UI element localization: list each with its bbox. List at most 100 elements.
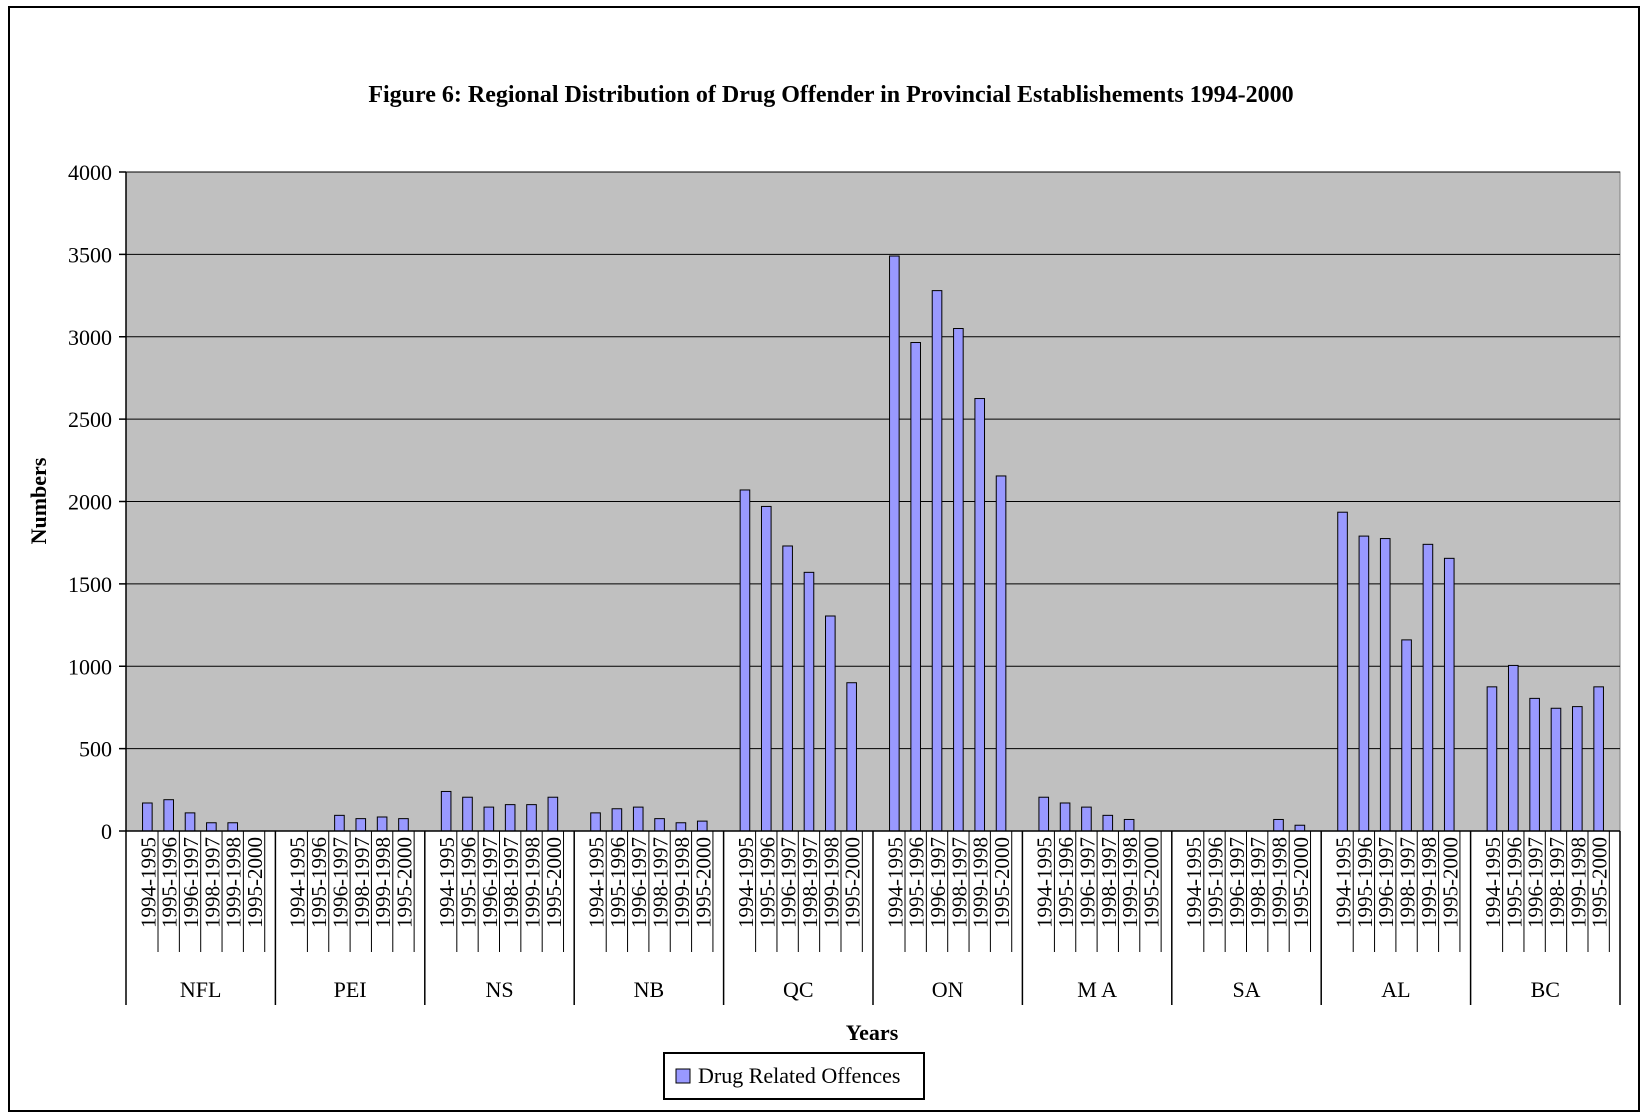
x-tick-label: 1996-1997 — [478, 837, 502, 928]
group-label: SA — [1232, 977, 1260, 1002]
x-tick-label: 1994-1995 — [883, 837, 907, 928]
x-tick-label: 1995-2000 — [1588, 837, 1612, 928]
bar-pei-1999-1998 — [376, 816, 388, 832]
x-tick-label: 1995-2000 — [243, 837, 267, 928]
bar-al-1995-2000 — [1443, 557, 1455, 832]
bar-ns-1998-1997 — [504, 804, 516, 832]
x-tick-label: 1995-1996 — [606, 837, 630, 928]
x-tick-label: 1998-1997 — [947, 837, 971, 928]
x-tick-label: 1996-1997 — [1225, 837, 1249, 928]
x-tick-label: 1998-1997 — [798, 837, 822, 928]
bar-al-1994-1995 — [1337, 511, 1348, 832]
x-tick-label: 1995-1996 — [905, 837, 929, 928]
bar-nb-1995-2000 — [696, 820, 708, 832]
y-tick-label: 2000 — [68, 490, 112, 515]
bar-bc-1994-1995 — [1486, 686, 1498, 832]
bar-qc-1996-1997 — [782, 545, 793, 832]
bar-sa-1999-1998 — [1273, 818, 1284, 832]
bar-ns-1999-1998 — [526, 804, 537, 832]
group-label: NB — [634, 977, 665, 1002]
bar-qc-1999-1998 — [825, 615, 836, 832]
bar-bc-1995-2000 — [1593, 686, 1604, 832]
x-tick-label: 1996-1997 — [627, 837, 651, 928]
x-tick-label: 1999-1998 — [670, 837, 694, 928]
group-label: ON — [932, 977, 964, 1002]
bar-on-1998-1997 — [953, 328, 964, 832]
x-tick-label: 1998-1997 — [1545, 837, 1569, 928]
bar-on-1995-1996 — [910, 342, 921, 832]
bar-qc-1995-1996 — [760, 505, 772, 832]
bar-ma-1998-1997 — [1102, 814, 1114, 832]
bar-nb-1995-1996 — [611, 808, 623, 832]
x-tick-label: 1995-2000 — [1139, 837, 1163, 928]
x-tick-label: 1998-1997 — [1396, 837, 1420, 928]
x-tick-label: 1994-1995 — [286, 837, 310, 928]
group-label: NFL — [180, 977, 222, 1002]
bar-nb-1999-1998 — [675, 822, 687, 832]
bar-nfl-1998-1997 — [206, 822, 217, 832]
bar-bc-1995-1996 — [1507, 664, 1519, 832]
x-tick-label: 1994-1995 — [734, 837, 758, 928]
x-tick-label: 1999-1998 — [222, 837, 246, 928]
bar-ma-1999-1998 — [1123, 818, 1135, 832]
legend-label: Drug Related Offences — [698, 1063, 900, 1088]
x-tick-label: 1996-1997 — [179, 837, 203, 928]
y-tick-label: 3000 — [68, 325, 112, 350]
bar-ma-1994-1995 — [1038, 796, 1050, 832]
x-tick-label: 1995-2000 — [1289, 837, 1313, 928]
x-tick-label: 1999-1998 — [819, 837, 843, 928]
bar-pei-1996-1997 — [334, 814, 345, 832]
bar-nb-1994-1995 — [590, 812, 601, 832]
x-tick-label: 1996-1997 — [926, 837, 950, 928]
y-tick-label: 2500 — [68, 407, 112, 432]
x-axis-title: Years — [846, 1020, 899, 1045]
y-tick-label: 1500 — [68, 572, 112, 597]
bar-al-1995-1996 — [1358, 535, 1370, 832]
x-tick-label: 1995-1996 — [307, 837, 331, 928]
x-tick-label: 1999-1998 — [371, 837, 395, 928]
x-tick-label: 1996-1997 — [1075, 837, 1099, 928]
bar-bc-1996-1997 — [1529, 697, 1540, 832]
x-tick-label: 1998-1997 — [350, 837, 374, 928]
bar-nfl-1999-1998 — [227, 822, 239, 832]
x-tick-label: 1999-1998 — [1417, 837, 1441, 928]
x-tick-label: 1999-1998 — [521, 837, 545, 928]
x-tick-label: 1996-1997 — [328, 837, 352, 928]
x-tick-label: 1998-1997 — [1246, 837, 1270, 928]
bar-on-1995-2000 — [995, 475, 1007, 832]
x-tick-label: 1995-2000 — [841, 837, 865, 928]
bar-qc-1998-1997 — [803, 571, 815, 832]
x-tick-label: 1999-1998 — [1268, 837, 1292, 928]
chart-title: Figure 6: Regional Distribution of Drug … — [368, 82, 1293, 108]
group-label: AL — [1381, 977, 1410, 1002]
x-tick-label: 1995-1996 — [755, 837, 779, 928]
bar-on-1999-1998 — [974, 398, 986, 832]
x-tick-label: 1995-2000 — [392, 837, 416, 928]
group-label: M A — [1077, 977, 1117, 1002]
gridlines — [126, 171, 1620, 750]
x-tick-label: 1995-1996 — [1353, 837, 1377, 928]
y-tick-label: 500 — [79, 737, 112, 762]
x-tick-label: 1999-1998 — [1118, 837, 1142, 928]
group-label: PEI — [334, 977, 367, 1002]
bar-nfl-1994-1995 — [142, 802, 153, 832]
bar-on-1996-1997 — [931, 290, 943, 832]
x-tick-label: 1998-1997 — [200, 837, 224, 928]
bar-nb-1998-1997 — [654, 818, 665, 832]
bar-al-1999-1998 — [1422, 543, 1434, 832]
x-tick-label: 1995-1996 — [158, 837, 182, 928]
x-tick-label: 1995-1996 — [1203, 837, 1227, 928]
legend: Drug Related Offences — [663, 1052, 925, 1100]
bar-pei-1995-2000 — [398, 818, 409, 832]
bar-nb-1996-1997 — [632, 806, 644, 832]
legend-box — [663, 1052, 925, 1100]
x-tick-label: 1996-1997 — [1524, 837, 1548, 928]
bar-ns-1994-1995 — [440, 790, 452, 832]
x-tick-label: 1995-2000 — [990, 837, 1014, 928]
x-category-axis: 1994-19951995-19961996-19971998-19971999… — [125, 831, 1621, 1005]
bar-al-1996-1997 — [1379, 538, 1391, 832]
bar-ns-1995-1996 — [462, 796, 473, 832]
y-axis-title: Numbers — [26, 457, 51, 544]
bar-bc-1999-1998 — [1572, 706, 1583, 832]
